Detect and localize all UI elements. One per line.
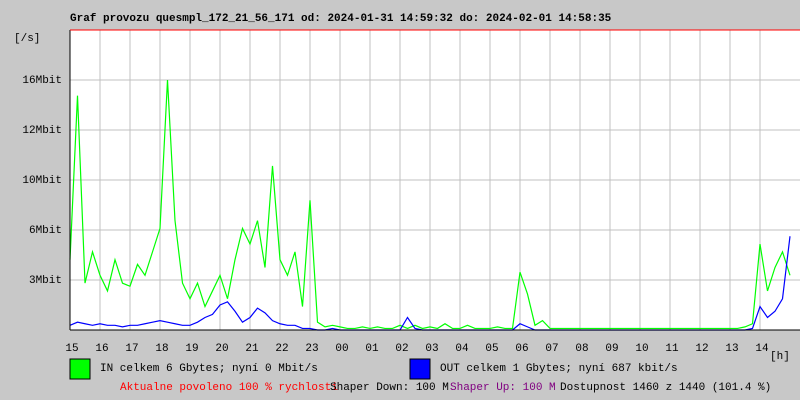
- x-tick-label: 15: [65, 343, 78, 355]
- x-tick-label: 12: [695, 343, 708, 355]
- annotation: Dostupnost 1460 z 1440 (101.4 %): [560, 382, 771, 394]
- legend-label: OUT celkem 1 Gbytes; nyní 687 kbit/s: [440, 363, 678, 375]
- x-tick-label: 20: [215, 343, 228, 355]
- annotation: Shaper Down: 100 M: [330, 382, 449, 394]
- x-tick-label: 21: [245, 343, 259, 355]
- y-tick-label: 16Mbit: [22, 75, 62, 87]
- x-tick-label: 16: [95, 343, 108, 355]
- x-tick-label: 07: [545, 343, 558, 355]
- y-tick-label: 12Mbit: [22, 125, 62, 137]
- legend-label: IN celkem 6 Gbytes; nyní 0 Mbit/s: [100, 363, 318, 375]
- x-tick-label: 09: [605, 343, 618, 355]
- x-tick-label: 11: [665, 343, 679, 355]
- x-tick-label: 08: [575, 343, 588, 355]
- x-tick-label: 00: [335, 343, 348, 355]
- chart-title: Graf provozu quesmpl_172_21_56_171 od: 2…: [70, 13, 612, 25]
- series-line: [69, 79, 791, 330]
- annotation: Aktualne povoleno 100 % rychlosti: [120, 382, 338, 394]
- x-tick-label: 17: [125, 343, 138, 355]
- x-tick-label: 02: [395, 343, 408, 355]
- legend-swatch: [409, 358, 431, 380]
- x-tick-label: 19: [185, 343, 198, 355]
- x-tick-label: 18: [155, 343, 168, 355]
- x-tick-label: 01: [365, 343, 379, 355]
- x-tick-label: 03: [425, 343, 438, 355]
- y-tick-label: 10Mbit: [22, 175, 62, 187]
- x-axis-label: [h]: [770, 351, 790, 363]
- x-tick-label: 05: [485, 343, 498, 355]
- x-tick-label: 10: [635, 343, 648, 355]
- legend-swatch: [69, 358, 91, 380]
- x-tick-label: 06: [515, 343, 528, 355]
- x-tick-label: 22: [275, 343, 288, 355]
- y-axis-label: [/s]: [14, 33, 40, 45]
- x-tick-label: 04: [455, 343, 469, 355]
- y-tick-label: 6Mbit: [29, 225, 62, 237]
- y-tick-label: 3Mbit: [29, 275, 62, 287]
- x-tick-label: 14: [755, 343, 769, 355]
- x-tick-label: 23: [305, 343, 318, 355]
- x-tick-label: 13: [725, 343, 738, 355]
- annotation: Shaper Up: 100 M: [450, 382, 556, 394]
